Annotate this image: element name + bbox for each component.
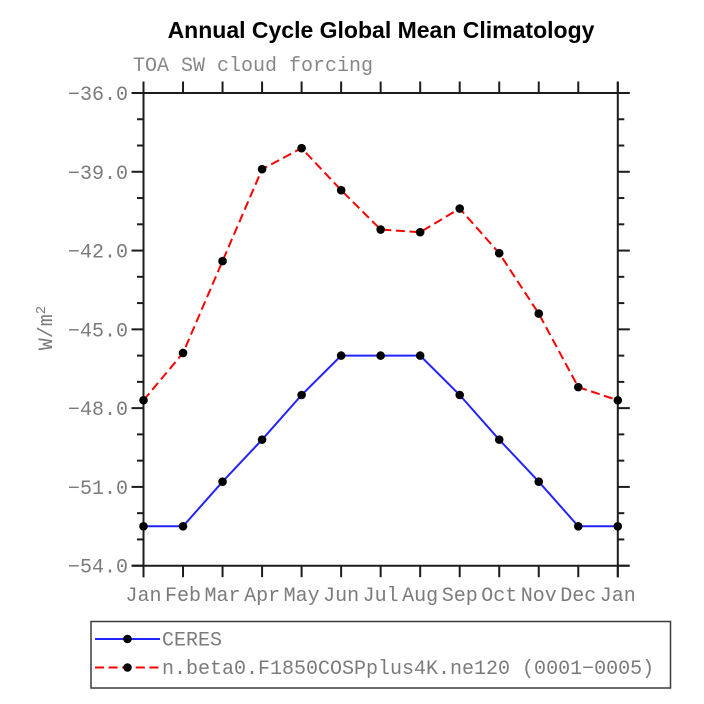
month-label: Sep — [442, 585, 478, 608]
y-axis-label-exponent: 2 — [34, 306, 50, 314]
data-point — [218, 477, 227, 486]
data-series — [142, 146, 619, 528]
month-label: Feb — [165, 585, 201, 608]
series-line-1 — [142, 146, 619, 402]
data-point — [257, 164, 267, 174]
data-point — [494, 248, 504, 258]
month-label: Apr — [244, 585, 280, 608]
data-point — [139, 395, 148, 405]
month-label: Jan — [600, 585, 636, 608]
month-label: Oct — [481, 585, 517, 608]
data-point — [297, 390, 306, 400]
chart-title: Annual Cycle Global Mean Climatology — [168, 17, 595, 43]
data-point — [415, 227, 425, 237]
data-point — [455, 390, 465, 400]
y-tick-label: −48.0 — [68, 399, 128, 422]
y-axis-label: W/m2 — [34, 306, 59, 350]
legend-frame — [90, 620, 672, 689]
data-point — [573, 382, 583, 392]
month-label: Nov — [521, 585, 557, 608]
data-point — [336, 351, 346, 360]
y-tick-label: −45.0 — [68, 320, 128, 343]
data-point — [257, 435, 267, 444]
chart-subtitle: TOA SW cloud forcing — [133, 55, 373, 78]
data-point — [534, 477, 544, 486]
month-label: Jul — [363, 585, 399, 608]
x-tick-labels: Jan Feb Mar Apr May Jun Jul Aug Sep Oct Nov Dec Jan — [125, 585, 635, 608]
data-point — [613, 522, 623, 531]
legend-label-ceres: CERES — [162, 630, 222, 653]
data-point — [415, 351, 425, 360]
data-point — [336, 185, 346, 195]
data-point — [139, 522, 148, 531]
legend-label-model: n.beta0.F1850COSPplus4K.ne120 (0001−0005… — [162, 658, 654, 681]
data-point — [573, 522, 583, 531]
data-point — [376, 351, 385, 360]
axis-ticks — [131, 81, 630, 578]
data-point — [178, 348, 188, 358]
data-markers — [139, 143, 623, 531]
data-point — [376, 225, 385, 234]
data-point — [218, 256, 227, 266]
y-tick-label: −39.0 — [68, 163, 128, 186]
legend: CERES n.beta0.F1850COSPplus4K.ne120 (000… — [90, 620, 672, 689]
y-tick-label: −54.0 — [68, 557, 128, 580]
legend-marker-model — [123, 663, 132, 672]
legend-marker-ceres — [123, 634, 132, 644]
data-point — [534, 309, 544, 318]
y-axis-label-base: W/m — [36, 314, 59, 350]
data-point — [494, 435, 504, 444]
data-point — [455, 204, 465, 213]
series-line-0 — [143, 354, 618, 528]
data-point — [297, 143, 306, 153]
data-point — [613, 395, 623, 405]
month-label: Jun — [323, 585, 359, 608]
data-point — [178, 522, 188, 531]
y-tick-label: −36.0 — [68, 84, 128, 107]
month-label: Jan — [125, 585, 161, 608]
month-label: Aug — [402, 585, 438, 608]
month-label: May — [284, 585, 320, 608]
month-label: Dec — [560, 585, 596, 608]
plot-frame — [132, 81, 630, 578]
y-tick-labels: −36.0 −39.0 −42.0 −45.0 −48.0 −51.0 −54.0 — [68, 84, 128, 580]
month-label: Mar — [205, 585, 241, 608]
y-tick-label: −51.0 — [68, 478, 128, 501]
y-tick-label: −42.0 — [68, 242, 128, 265]
